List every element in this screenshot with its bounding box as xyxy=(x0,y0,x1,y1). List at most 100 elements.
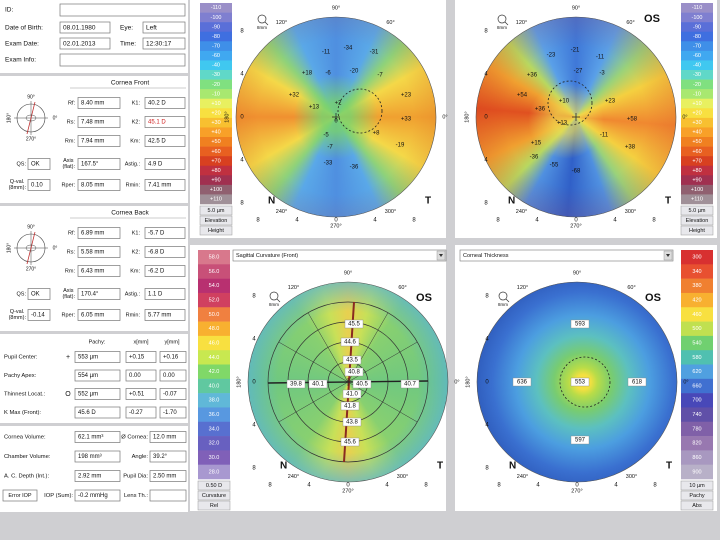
scale-label: 58.0 xyxy=(209,255,220,261)
scale-footer xyxy=(199,215,233,226)
map-value: -6 xyxy=(325,71,331,77)
column-header: x[mm] xyxy=(134,339,149,345)
scale-swatch xyxy=(681,407,713,423)
scale-swatch xyxy=(198,407,230,423)
degree-label: 270° xyxy=(330,223,341,229)
value-box xyxy=(570,319,590,329)
map-value: +36 xyxy=(535,107,546,113)
map-value: 618 xyxy=(632,380,643,386)
scale-label: 46.0 xyxy=(209,340,220,346)
field-value: -1.70 xyxy=(163,410,177,416)
scale-label: 30.0 xyxy=(209,455,220,461)
scale-label: 34.0 xyxy=(209,426,220,432)
map-value: -36 xyxy=(530,155,539,161)
scale-footer-text: 5.0 µm xyxy=(208,208,225,214)
degree-label: 120° xyxy=(516,20,527,26)
map-value: -7 xyxy=(327,145,333,151)
label: Rmin: xyxy=(126,182,141,188)
field-box xyxy=(74,369,121,382)
field-box xyxy=(144,116,186,128)
map-title: Sagittal Curvature (Front) xyxy=(236,253,298,259)
degree-label: 60° xyxy=(386,20,394,26)
eye-icon-label: 8mm xyxy=(497,25,507,30)
x-tick-label: 4 xyxy=(385,483,389,489)
field-value: 2.92 mm xyxy=(78,474,101,480)
scale-label: +80 xyxy=(692,168,701,174)
field-value: 170.4° xyxy=(81,292,99,298)
map-value: -34 xyxy=(344,46,353,52)
degree-label: 90° xyxy=(572,5,580,11)
scale-swatch xyxy=(681,127,713,138)
map-value: 40.5 xyxy=(356,382,368,388)
field-value: 6.89 mm xyxy=(81,231,104,237)
astig-ellipse xyxy=(25,114,37,122)
label: K1: xyxy=(132,230,141,236)
eye-icon xyxy=(505,298,510,303)
field-box xyxy=(144,97,186,109)
section-title: Cornea Back xyxy=(111,210,149,217)
scale-label: -30 xyxy=(693,72,701,78)
map-value: 593 xyxy=(575,322,586,328)
value-box xyxy=(308,379,328,389)
column-header: y[mm] xyxy=(165,339,180,345)
field-box xyxy=(74,450,121,463)
field-box xyxy=(159,388,187,400)
scale-label: +20 xyxy=(211,111,220,117)
map-value: 39.8 xyxy=(290,382,302,388)
nasal-label: N xyxy=(268,196,275,207)
field-value: 5.77 mm xyxy=(148,313,171,319)
x-tick-label: 0 xyxy=(346,483,350,489)
eye-icon xyxy=(276,298,281,303)
scale-swatch xyxy=(681,292,713,308)
map-selector-arrow xyxy=(666,254,670,257)
scale-footer xyxy=(680,490,714,501)
field-value: 5.58 mm xyxy=(81,250,104,256)
label: Rper: xyxy=(62,182,76,188)
degree-label: 240° xyxy=(288,474,299,480)
scale-swatch xyxy=(200,60,232,71)
scale-swatch xyxy=(198,364,230,380)
eye-icon-label: 8mm xyxy=(257,25,267,30)
degree-label: 240° xyxy=(517,474,528,480)
label: Cornea Volume: xyxy=(4,435,46,441)
eye-icon-label: 8mm xyxy=(269,302,279,307)
field-box xyxy=(77,288,121,300)
field-box xyxy=(159,369,187,382)
scale-swatch xyxy=(681,464,713,480)
scale-swatch xyxy=(200,117,232,128)
scale-swatch xyxy=(198,278,230,294)
map-selector[interactable] xyxy=(232,249,447,262)
field-value: 12.0 mm xyxy=(153,435,176,441)
map-outline xyxy=(247,281,449,483)
scale-swatch xyxy=(681,250,713,265)
scale-footer xyxy=(197,490,231,501)
scale-label: -40 xyxy=(212,63,220,69)
field-box xyxy=(59,21,111,34)
field-value: 6.05 mm xyxy=(81,313,104,319)
scale-swatch xyxy=(200,146,232,157)
scale-footer-text: 0.50 D xyxy=(206,483,222,489)
x-tick-label: 4 xyxy=(295,218,299,224)
scale-swatch xyxy=(198,292,230,308)
x-tick-label: 0 xyxy=(575,483,579,489)
field-box xyxy=(125,369,157,382)
map-outline xyxy=(235,16,437,218)
field-box xyxy=(27,288,51,300)
degree-label: 90° xyxy=(332,5,340,11)
field-value: 2.50 mm xyxy=(153,474,176,480)
scale-swatch xyxy=(198,250,230,265)
label: Rs: xyxy=(67,119,76,125)
x-tick-label: 0 xyxy=(334,218,338,224)
center-cross xyxy=(344,378,352,386)
map-value: -68 xyxy=(572,169,581,175)
scale-swatch xyxy=(681,307,713,322)
map-value: -33 xyxy=(324,161,333,167)
field-value: OK xyxy=(31,292,40,298)
map-outline xyxy=(476,281,678,483)
scale-label: -10 xyxy=(693,91,701,97)
field-value: +0.16 xyxy=(163,355,179,361)
map-selector[interactable] xyxy=(459,249,674,262)
degree-label: 240° xyxy=(276,209,287,215)
scale-footer-text: Rel xyxy=(210,503,218,509)
value-box xyxy=(627,377,647,387)
